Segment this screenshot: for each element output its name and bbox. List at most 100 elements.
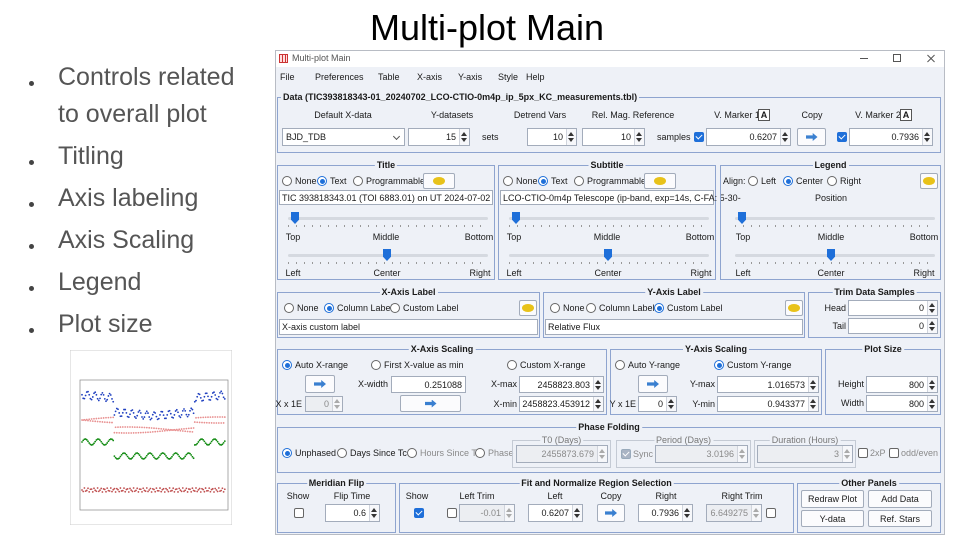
spinner-arrow [929,404,935,409]
text-field[interactable] [866,395,938,412]
radio-button[interactable] [586,303,596,313]
thumb-dot [151,413,154,416]
menu-item[interactable]: Table [378,72,400,82]
spinner[interactable] [927,301,937,315]
radio-label: Center [796,176,824,186]
spinner[interactable] [780,129,790,145]
text-field[interactable] [848,318,938,334]
text-field[interactable] [638,504,693,522]
thumb-dot [147,412,149,414]
slider-thumb[interactable] [512,212,520,224]
thumb-dot [193,490,196,492]
checkbox[interactable] [414,508,424,518]
text-field[interactable] [527,128,577,146]
spinner[interactable] [927,377,937,392]
checkbox[interactable] [694,132,704,142]
radio-button[interactable] [390,303,400,313]
checkbox[interactable] [447,508,457,518]
radio-button[interactable] [550,303,560,313]
radio-button[interactable] [371,360,381,370]
spinner-arrow [568,138,574,142]
spinner[interactable] [459,129,469,145]
text-field[interactable] [706,128,791,146]
spinner[interactable] [927,396,937,411]
thumb-dot [139,455,142,458]
radio-button[interactable] [827,176,837,186]
text-field[interactable] [866,376,938,393]
slider-thumb[interactable] [383,249,391,261]
thumb-dot [159,430,161,433]
text-field[interactable] [391,376,466,393]
radio-button[interactable] [337,448,347,458]
menu-item[interactable]: X-axis [417,72,443,82]
a-button[interactable] [900,109,912,121]
checkbox[interactable] [766,508,776,518]
a-button[interactable] [758,109,770,121]
spinner[interactable] [593,377,603,392]
thumb-dot [127,491,130,493]
spinner[interactable] [634,129,644,145]
text-field[interactable] [500,190,714,205]
thumb-dot [178,415,181,417]
slider-thumb[interactable] [827,249,835,261]
thumb-dot [169,412,172,415]
radio-button[interactable] [507,360,517,370]
button[interactable] [868,490,932,508]
button[interactable] [801,490,864,508]
spinner[interactable] [593,397,603,411]
radio-button[interactable] [407,448,417,458]
text-field[interactable] [519,396,604,412]
spinner[interactable] [927,319,937,333]
radio-button[interactable] [748,176,758,186]
checkbox[interactable] [837,132,847,142]
button[interactable] [801,510,864,527]
text-field[interactable] [279,319,538,335]
radio-button[interactable] [574,176,584,186]
slider-thumb[interactable] [291,212,299,224]
thumb-dot [223,440,226,443]
thumb-dot [204,487,207,489]
text-field[interactable] [408,128,470,146]
text-field[interactable] [528,504,583,522]
thumb-dot [131,426,134,428]
radio-button[interactable] [503,176,513,186]
text-field[interactable] [717,376,819,393]
radio-button[interactable] [353,176,363,186]
dropdown[interactable] [282,128,405,146]
menu-item[interactable]: Y-axis [458,72,483,82]
thumb-dot [221,443,224,446]
thumb-dot [150,427,153,429]
radio-button[interactable] [475,448,485,458]
text-field[interactable] [582,128,645,146]
thumb-dot [138,454,141,457]
slider-thumb[interactable] [738,212,746,224]
text-field[interactable] [848,300,938,316]
thumb-dot [221,416,224,418]
menu-item[interactable]: File [280,72,295,82]
slider-thumb[interactable] [604,249,612,261]
spinner[interactable] [682,505,692,521]
minimize[interactable] [860,58,868,59]
text-field[interactable] [545,319,803,335]
spinner[interactable] [666,397,676,411]
maximize[interactable] [893,54,901,62]
radio-button[interactable] [282,176,292,186]
text-field[interactable] [519,376,604,393]
button[interactable] [868,510,932,527]
spinner[interactable] [808,397,818,411]
spinner[interactable] [566,129,576,145]
text-field[interactable] [849,128,933,146]
text-field[interactable] [717,396,819,412]
spinner[interactable] [369,505,379,521]
menu-item[interactable]: Style [498,72,519,82]
text-field[interactable] [279,190,493,205]
spinner[interactable] [922,129,932,145]
menu-item[interactable]: Preferences [315,72,364,82]
radio-button[interactable] [615,360,625,370]
checkbox[interactable] [294,508,304,518]
text-field[interactable] [325,504,380,522]
spinner[interactable] [808,377,818,392]
menu-item[interactable]: Help [526,72,545,82]
radio-button[interactable] [284,303,294,313]
spinner[interactable] [572,505,582,521]
